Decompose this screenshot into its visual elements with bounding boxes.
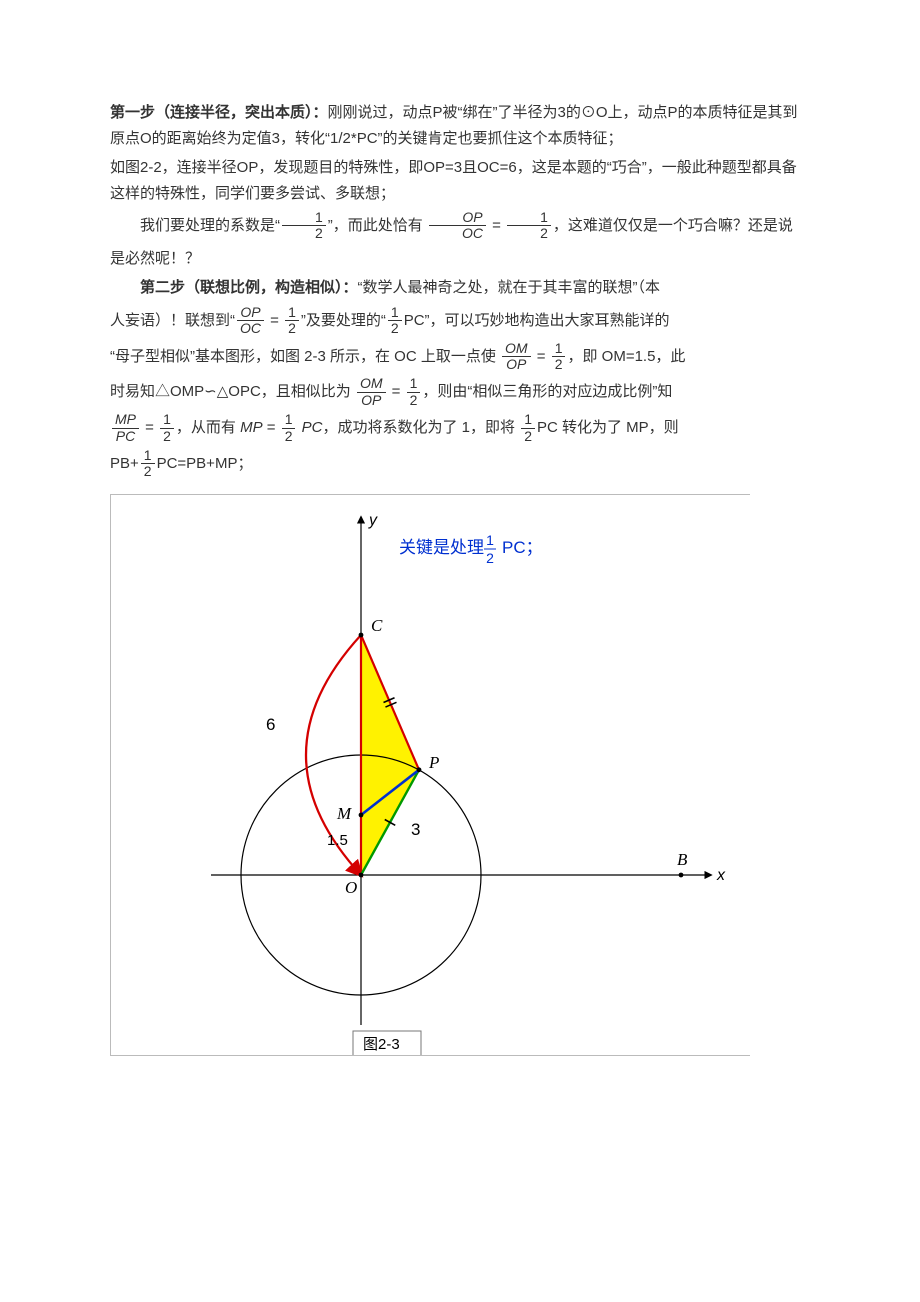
step2-lead: 第二步（联想比例，构造相似）： [140, 279, 358, 296]
svg-text:P: P [428, 752, 439, 771]
svg-text:M: M [336, 804, 352, 823]
svg-text:x: x [716, 867, 726, 884]
svg-text:图2-3: 图2-3 [363, 1036, 400, 1053]
svg-text:1.5: 1.5 [327, 832, 348, 849]
frac-half: 12 [282, 210, 326, 242]
paragraph-p8: 时易知△OMP∽△OPC，且相似比为 OMOP = 12，则由“相似三角形的对应… [110, 376, 810, 408]
paragraph-p3: 我们要处理的系数是“12”，而此处恰有 OPOC = 12，这难道仅仅是一个巧合… [110, 210, 810, 242]
svg-text:C: C [371, 616, 383, 635]
paragraph-p10: PB+12PC=PB+MP； [110, 448, 810, 480]
paragraph-p9: MPPC = 12，从而有 MP = 12 PC，成功将系数化为了 1，即将 1… [110, 412, 810, 444]
geometry-svg: x y O C M P B 6 1.5 3 关键是处理1 2 PC； 图2-3 [111, 495, 751, 1055]
svg-text:O: O [345, 878, 357, 897]
step1-lead: 第一步（连接半径，突出本质）： [110, 104, 328, 121]
paragraph-p7: “母子型相似”基本图形，如图 2-3 所示，在 OC 上取一点使 OMOP = … [110, 341, 810, 373]
svg-text:关键是处理: 关键是处理 [399, 538, 484, 557]
paragraph-p2: 如图2-2，连接半径OP，发现题目的特殊性，即OP=3且OC=6，这是本题的“巧… [110, 155, 810, 206]
diagram-2-3: x y O C M P B 6 1.5 3 关键是处理1 2 PC； 图2-3 [110, 494, 750, 1056]
svg-text:2: 2 [486, 550, 494, 566]
svg-text:3: 3 [411, 820, 420, 839]
svg-text:y: y [368, 512, 378, 529]
paragraph-p4: 是必然呢！？ [110, 246, 810, 272]
svg-text:1: 1 [486, 532, 494, 548]
paragraph-step1: 第一步（连接半径，突出本质）：刚刚说过，动点P被“绑在”了半径为3的⊙O上，动点… [110, 100, 810, 151]
svg-text:B: B [677, 850, 688, 869]
frac-op-oc: OPOC [429, 210, 486, 242]
svg-text:PC；: PC； [502, 538, 543, 557]
paragraph-p6: 人妄语）！联想到“OPOC = 12”及要处理的“12PC”，可以巧妙地构造出大… [110, 305, 810, 337]
svg-text:6: 6 [266, 715, 275, 734]
paragraph-step2: 第二步（联想比例，构造相似）：“数学人最神奇之处，就在于其丰富的联想”（本 [110, 275, 810, 301]
